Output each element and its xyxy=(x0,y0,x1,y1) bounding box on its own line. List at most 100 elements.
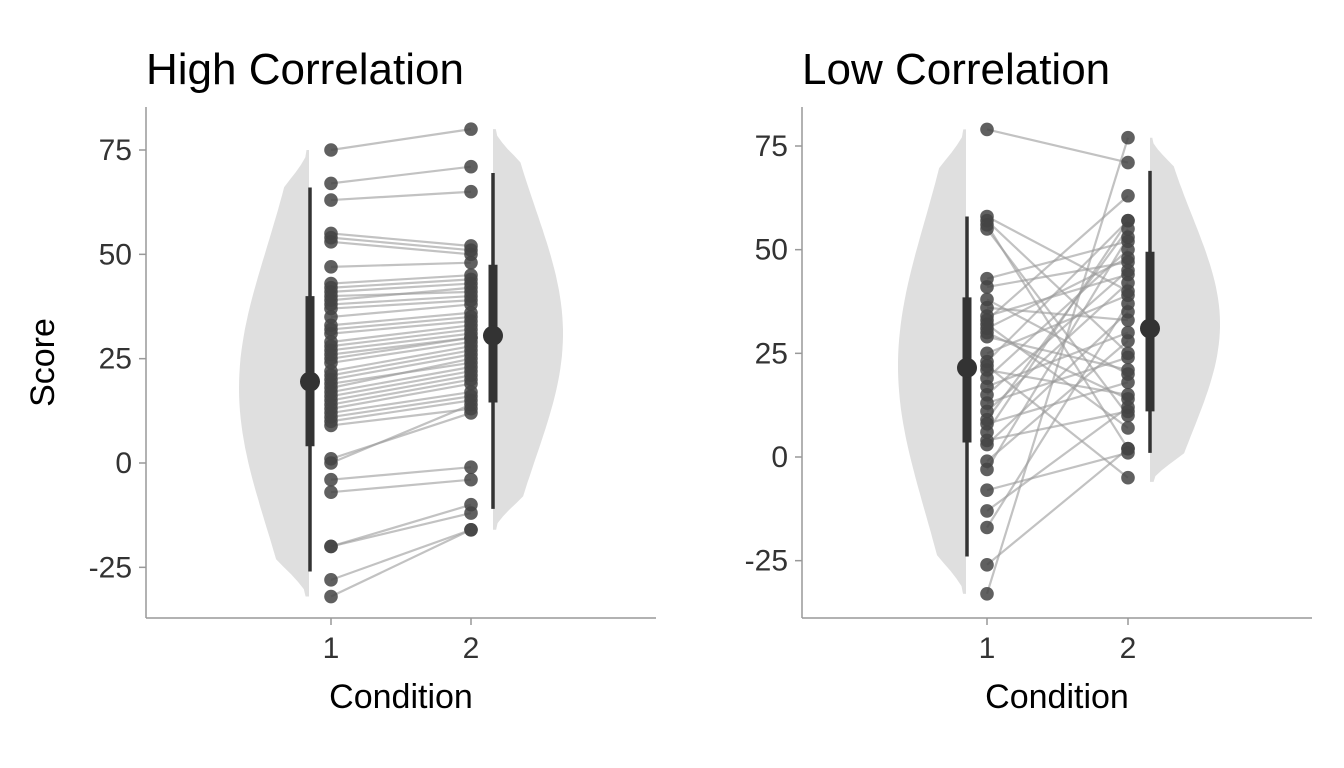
pair-line xyxy=(330,411,472,460)
pair-line xyxy=(330,340,472,364)
violin-condition-1 xyxy=(898,129,966,594)
data-point-condition-1 xyxy=(980,222,994,236)
violin-condition-2 xyxy=(493,129,563,530)
pair-line xyxy=(330,336,472,360)
x-tick-label: 1 xyxy=(323,632,340,665)
data-point-condition-2 xyxy=(464,522,478,537)
data-point-condition-2 xyxy=(1121,263,1135,278)
pair-line xyxy=(330,374,472,402)
interval-condition-2 xyxy=(483,172,503,509)
y-tick-label: 0 xyxy=(771,441,788,474)
data-point-condition-1 xyxy=(980,280,994,294)
pair-line xyxy=(986,219,1129,363)
pair-line xyxy=(986,236,1129,471)
data-point-condition-2 xyxy=(464,472,478,487)
pair-line xyxy=(330,370,472,398)
y-tick-label: 50 xyxy=(755,234,788,267)
pair-line xyxy=(330,345,472,373)
data-point-condition-2 xyxy=(1121,350,1135,365)
pair-line xyxy=(986,282,1129,413)
data-point-condition-2 xyxy=(1121,155,1135,170)
pair-line xyxy=(330,286,472,302)
data-point-condition-1 xyxy=(324,143,338,157)
data-point-condition-1 xyxy=(980,329,994,344)
data-point-condition-1 xyxy=(980,462,994,477)
x-tick-label: 2 xyxy=(463,632,480,665)
data-point-condition-2 xyxy=(1121,222,1135,236)
data-point-condition-1 xyxy=(324,260,338,274)
pair-line xyxy=(986,219,1129,355)
pair-line xyxy=(330,294,472,306)
pair-line xyxy=(985,137,1130,595)
interval-mean-point xyxy=(483,325,503,346)
data-point-condition-2 xyxy=(464,122,478,136)
pair-line xyxy=(986,410,1129,442)
pair-line xyxy=(330,378,472,406)
data-point-condition-2 xyxy=(1121,400,1135,415)
pair-line xyxy=(330,395,472,419)
data-point-condition-2 xyxy=(1121,334,1135,348)
pair-line xyxy=(330,528,472,598)
data-point-condition-2 xyxy=(1121,242,1135,257)
data-point-condition-2 xyxy=(464,460,478,474)
pair-line xyxy=(330,320,472,335)
pair-line xyxy=(986,128,1129,164)
pair-line xyxy=(330,299,472,310)
chart-title: Low Correlation xyxy=(802,45,1110,94)
chart-title: High Correlation xyxy=(146,45,464,94)
y-tick-label: 25 xyxy=(755,337,788,370)
pair-line xyxy=(986,240,1129,280)
data-points xyxy=(980,122,1135,601)
pair-line xyxy=(986,228,1129,417)
pair-line xyxy=(986,302,1129,529)
data-points xyxy=(324,122,478,604)
pair-line xyxy=(330,240,472,256)
data-point-condition-2 xyxy=(1121,130,1135,145)
pair-line xyxy=(330,382,472,410)
data-point-condition-1 xyxy=(980,520,994,535)
x-tick-label: 1 xyxy=(979,632,996,665)
pair-line xyxy=(330,503,472,548)
pair-line xyxy=(330,466,472,481)
pair-line xyxy=(986,311,1129,446)
pair-line xyxy=(330,349,472,377)
pair-line xyxy=(330,478,472,494)
y-tick-label: 25 xyxy=(99,343,132,376)
panel-1: 75 50 25 0 -25 1 2 High Correlation Condition Sco… xyxy=(24,45,656,716)
data-point-condition-1 xyxy=(324,456,338,470)
interval-condition-1 xyxy=(957,216,977,557)
y-tick-label: -25 xyxy=(745,545,788,578)
data-point-condition-1 xyxy=(980,587,994,601)
interval-mean-point xyxy=(300,371,320,392)
y-tick-label: 0 xyxy=(115,447,132,480)
x-axis-label: Condition xyxy=(985,678,1129,716)
pair-line xyxy=(330,303,472,319)
interval-condition-2 xyxy=(1140,170,1160,453)
data-point-condition-2 xyxy=(464,506,478,520)
pair-line xyxy=(330,528,472,581)
data-point-condition-2 xyxy=(1121,470,1135,485)
y-axis-label: Score xyxy=(24,318,62,407)
pair-line xyxy=(330,311,472,327)
y-tick-label: -25 xyxy=(89,551,132,584)
pair-line xyxy=(986,269,1129,396)
pair-line xyxy=(330,328,472,348)
pair-line xyxy=(330,332,472,352)
data-point-condition-2 xyxy=(464,397,478,412)
data-point-condition-2 xyxy=(464,159,478,174)
pair-line xyxy=(330,357,472,389)
x-tick-label: 2 xyxy=(1120,632,1137,665)
data-point-condition-1 xyxy=(324,193,338,207)
pair-line xyxy=(986,248,1129,380)
pair-line xyxy=(330,261,472,268)
pair-line xyxy=(986,228,1129,421)
violin-condition-1 xyxy=(239,150,309,597)
pair-line xyxy=(330,236,472,252)
data-point-condition-1 xyxy=(980,412,994,427)
data-point-condition-2 xyxy=(1121,363,1135,377)
pair-line xyxy=(330,324,472,344)
pair-line xyxy=(330,190,472,202)
pair-line xyxy=(330,353,472,381)
data-point-condition-1 xyxy=(980,558,994,572)
